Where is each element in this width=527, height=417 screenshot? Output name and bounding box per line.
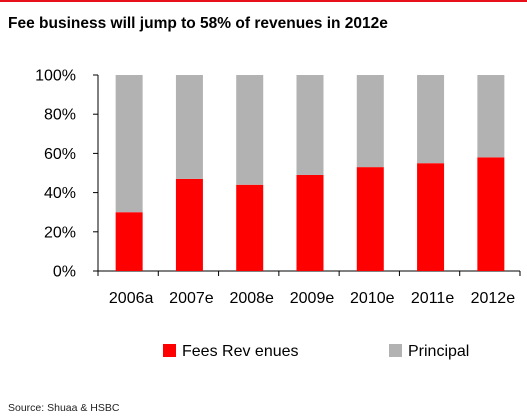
bar-fees xyxy=(236,184,264,271)
bar-fees xyxy=(296,174,324,271)
bar-fees xyxy=(477,157,505,271)
bar-principal xyxy=(417,75,445,164)
x-tick-label: 2012e xyxy=(471,290,516,307)
bar-principal xyxy=(236,75,264,185)
bar-principal xyxy=(175,75,203,179)
legend: Fees Rev enues Principal xyxy=(163,343,469,360)
x-tick-label: 2008e xyxy=(229,290,274,307)
y-tick-label: 0% xyxy=(53,264,76,281)
x-tick-label: 2006a xyxy=(109,290,154,307)
bar-fees xyxy=(417,163,445,271)
bar-fees xyxy=(175,178,203,271)
chart-title: Fee business will jump to 58% of revenue… xyxy=(8,15,388,32)
bar-principal xyxy=(477,75,505,158)
bar-principal xyxy=(296,75,324,175)
bar-principal xyxy=(115,75,143,213)
x-axis: 2006a 2007e 2008e 2009e 2010e 2011e 2012e xyxy=(97,270,521,307)
legend-swatch-fees xyxy=(163,344,176,357)
legend-item-principal: Principal xyxy=(389,343,469,360)
x-ticks: 2006a 2007e 2008e 2009e 2010e 2011e 2012e xyxy=(97,271,521,307)
stacked-bar-chart: 0%20%40%60%80%100% 2006a 2007e 2008e 2009e 2… xyxy=(35,68,521,360)
y-tick-label: 20% xyxy=(44,224,76,241)
y-ticks: 0% 20% 40% 60% 80% 100% xyxy=(35,68,98,281)
y-axis: 0% 20% 40% 60% 80% 100% xyxy=(35,68,99,281)
bar-principal xyxy=(356,75,384,168)
y-tick-label: 40% xyxy=(44,185,76,202)
x-tick-label: 2009e xyxy=(290,290,335,307)
x-tick-label: 2010e xyxy=(350,290,395,307)
bars xyxy=(115,75,505,271)
source-note: Source: Shuaa & HSBC xyxy=(8,402,120,414)
x-tick-label: 2011e xyxy=(411,290,454,307)
legend-label-fees: Fees Rev enues xyxy=(182,343,299,360)
y-tick-label: 80% xyxy=(44,107,76,124)
bar-fees xyxy=(115,212,143,271)
y-tick-label: 60% xyxy=(44,146,76,163)
header-rule xyxy=(0,0,527,2)
x-tick-label: 2007e xyxy=(169,290,214,307)
legend-swatch-principal xyxy=(389,344,402,357)
y-tick-label: 100% xyxy=(35,68,76,85)
legend-label-principal: Principal xyxy=(408,343,469,360)
legend-item-fees: Fees Rev enues xyxy=(163,343,299,360)
bar-fees xyxy=(356,167,384,271)
